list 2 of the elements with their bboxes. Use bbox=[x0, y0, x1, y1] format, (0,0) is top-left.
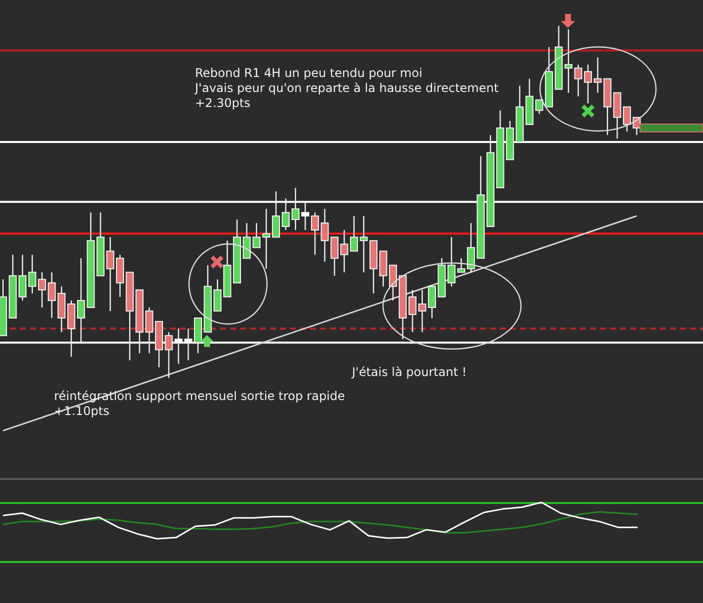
annotation: Rebond R1 4H un peu tendu pour moi J'avais peur qu'on reparte à la hausse directement +2.30pts bbox=[195, 66, 499, 111]
annotation: J'étais là pourtant ! bbox=[352, 365, 467, 380]
